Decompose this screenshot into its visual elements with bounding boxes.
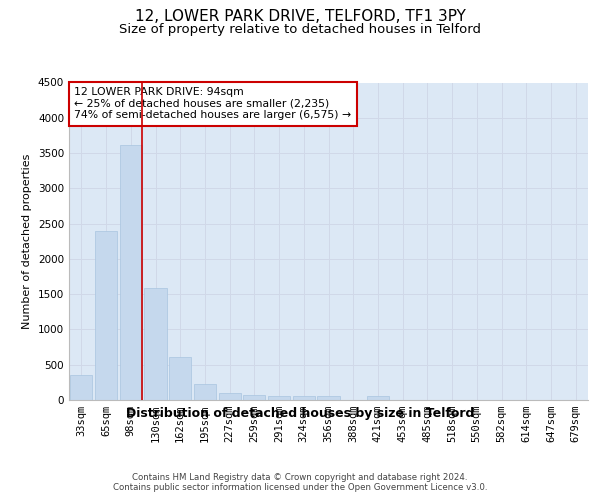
Text: Distribution of detached houses by size in Telford: Distribution of detached houses by size …: [126, 408, 474, 420]
Bar: [218, 392, 241, 400]
Text: Size of property relative to detached houses in Telford: Size of property relative to detached ho…: [119, 22, 481, 36]
Bar: [317, 396, 340, 400]
Text: 12, LOWER PARK DRIVE, TELFORD, TF1 3PY: 12, LOWER PARK DRIVE, TELFORD, TF1 3PY: [134, 9, 466, 24]
Bar: [268, 396, 290, 400]
Bar: [367, 396, 389, 400]
Bar: [169, 357, 191, 400]
Bar: [119, 144, 142, 400]
Text: 12 LOWER PARK DRIVE: 94sqm
← 25% of detached houses are smaller (2,235)
74% of s: 12 LOWER PARK DRIVE: 94sqm ← 25% of deta…: [74, 88, 352, 120]
Text: Contains HM Land Registry data © Crown copyright and database right 2024.
Contai: Contains HM Land Registry data © Crown c…: [113, 472, 487, 492]
Y-axis label: Number of detached properties: Number of detached properties: [22, 154, 32, 329]
Bar: [243, 396, 265, 400]
Bar: [145, 288, 167, 400]
Bar: [95, 230, 117, 400]
Bar: [70, 376, 92, 400]
Bar: [293, 396, 315, 400]
Bar: [194, 384, 216, 400]
